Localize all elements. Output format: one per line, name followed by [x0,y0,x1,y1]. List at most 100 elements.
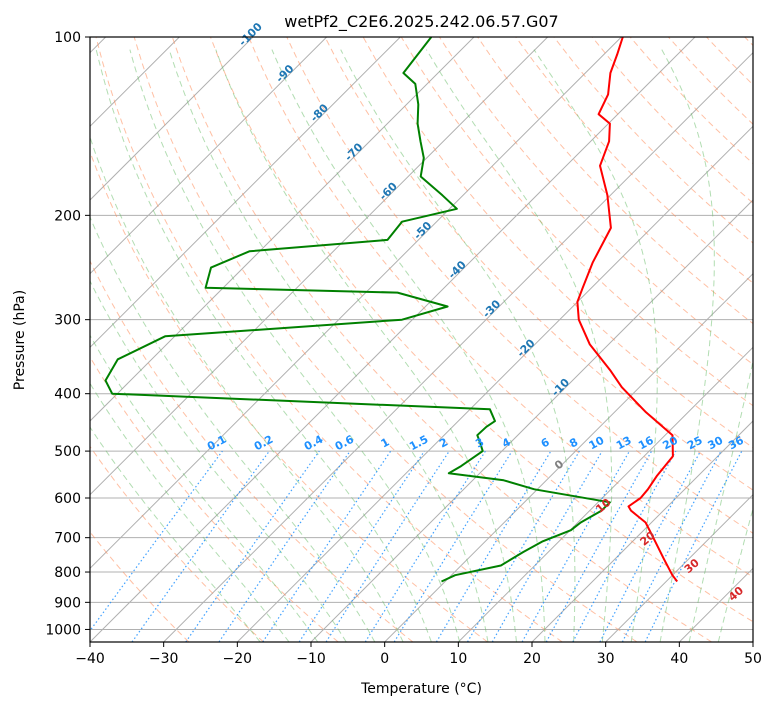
dry-adiabat-label: -80 [308,101,331,124]
axis-ticks: −40 −30 −20 −10 0 10 20 30 40 5010020030040050060… [45,30,762,667]
mixing-ratio-line [521,450,631,642]
plot-frame [89,36,754,643]
x-tick-label: −20 [223,651,253,667]
moist-adiabat [717,506,753,642]
moist-adiabat [688,358,753,642]
dry-adiabat-label: -60 [377,180,400,203]
mixing-ratio-line [325,450,450,642]
grid-layer [90,37,753,642]
moist-adiabat [95,49,432,642]
dry-adiabat [133,37,638,642]
y-tick-label: 300 [54,313,81,329]
profile-lines [104,37,678,583]
mixing-ratio-label: 3 [473,435,486,450]
mixing-ratio-label: 2 [437,435,450,450]
moist-adiabat [168,49,489,642]
dry-adiabat [286,37,753,534]
moist-adiabat [215,49,517,642]
mixing-ratio-line [185,450,320,642]
mixing-ratio-label: 1.5 [407,433,430,454]
isotherm [752,641,753,642]
mixing-ratio-line [218,450,351,642]
dry-adiabat [171,37,712,642]
dry-adiabat-label: -40 [446,258,469,281]
chart-title: wetPf2_C2E6.2025.242.06.57.G07 [284,12,558,32]
dry-adiabat [90,445,264,642]
y-tick-label: 700 [54,531,81,547]
y-tick-label: 800 [54,565,81,581]
x-tick-label: −40 [75,651,105,667]
x-tick-label: −10 [296,651,326,667]
mixing-ratio-label: 16 [636,434,656,453]
isotherm [236,125,753,642]
dry-adiabat [210,37,753,623]
dry-adiabat [477,37,753,325]
dry-adiabat-label: -90 [273,62,296,85]
dry-adiabat [591,37,753,204]
dry-adiabat [90,150,488,642]
moist-adiabat-label: 0 [552,457,566,472]
mixing-ratio-label: 25 [685,434,705,453]
moist-adiabat [340,49,576,642]
dry-adiabat [324,37,753,491]
dry-adiabat [668,37,753,125]
mixing-ratio-label: 30 [706,434,726,453]
isotherm [605,493,753,642]
dry-adiabat [90,356,339,642]
mixing-ratio-line [545,450,653,642]
mixing-ratio-label: 36 [726,434,746,453]
x-tick-label: 10 [449,651,467,667]
mixing-ratio-line [572,450,677,642]
guide-lines [90,37,753,642]
mixing-ratio-label: 13 [614,434,634,453]
isotherm [90,37,254,201]
isotherm [90,37,401,349]
dry-adiabat-label: -100 [236,20,265,49]
temperature-profile [576,37,678,583]
mixing-ratio-label: 0.1 [205,433,228,454]
y-tick-label: 1000 [45,622,81,638]
mixing-ratio-line [599,450,702,642]
mixing-ratio-line [262,450,392,642]
isotherm [90,37,328,275]
moist-adiabat [425,49,613,642]
mixing-ratio-label: 0.6 [333,433,357,454]
y-tick-label: 500 [54,444,81,460]
isotherm [310,199,753,642]
dry-adiabat-label: -50 [411,219,434,242]
dry-adiabat [248,37,753,578]
moist-adiabat [90,426,261,642]
guide-labels: 0.1 0.2 0.4 0.6 1 1.5 2 3 4 6 8 10 13 16 20 25 30 36-100-… [205,20,746,604]
x-tick-label: 0 [380,651,389,667]
y-tick-label: 100 [54,30,81,46]
x-tick-label: 30 [597,651,615,667]
moist-adiabat [90,215,376,642]
dewpoint-profile [104,37,611,583]
y-tick-label: 600 [54,491,81,507]
moist-adiabat-label: 30 [682,556,702,576]
moist-adiabat [90,279,347,642]
isotherm [678,567,753,642]
y-axis-label: Pressure (hPa) [12,290,28,390]
x-tick-label: 40 [670,651,688,667]
isotherm [90,37,549,496]
moist-adiabat [533,49,658,642]
x-tick-label: 50 [744,651,762,667]
moist-adiabat [659,49,715,642]
moist-adiabat [129,49,461,642]
isotherm [384,272,753,642]
dry-adiabat [95,37,563,642]
dry-adiabat [515,37,753,284]
moist-adiabat-label: 20 [638,529,658,549]
isotherm [90,37,622,570]
y-tick-label: 900 [54,595,81,611]
mixing-ratio-label: 10 [587,434,607,453]
isotherm [531,420,753,642]
moist-adiabat [271,49,546,642]
mixing-ratio-line [131,450,270,642]
moist-adiabat [90,135,404,642]
dry-adiabat-label: -70 [342,140,365,163]
mixing-ratio-label: 6 [539,435,552,450]
isotherm [163,51,753,642]
